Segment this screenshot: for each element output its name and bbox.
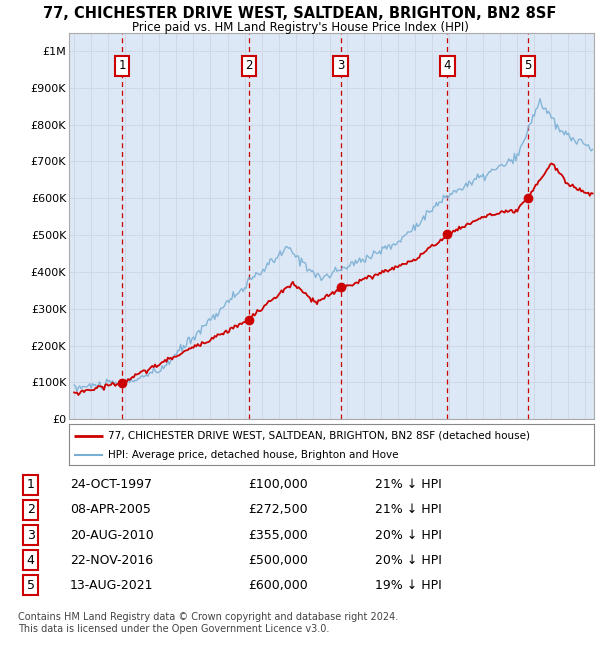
Text: 20% ↓ HPI: 20% ↓ HPI [375, 554, 442, 567]
Text: 5: 5 [26, 579, 35, 592]
Text: £355,000: £355,000 [248, 528, 308, 541]
Text: 22-NOV-2016: 22-NOV-2016 [70, 554, 153, 567]
Text: £272,500: £272,500 [248, 503, 308, 516]
Text: HPI: Average price, detached house, Brighton and Hove: HPI: Average price, detached house, Brig… [109, 450, 399, 460]
Text: 77, CHICHESTER DRIVE WEST, SALTDEAN, BRIGHTON, BN2 8SF: 77, CHICHESTER DRIVE WEST, SALTDEAN, BRI… [43, 6, 557, 21]
Text: 3: 3 [337, 59, 344, 72]
Text: 77, CHICHESTER DRIVE WEST, SALTDEAN, BRIGHTON, BN2 8SF (detached house): 77, CHICHESTER DRIVE WEST, SALTDEAN, BRI… [109, 431, 530, 441]
Text: 2: 2 [27, 503, 35, 516]
Text: 21% ↓ HPI: 21% ↓ HPI [375, 478, 442, 491]
Text: 3: 3 [27, 528, 35, 541]
Text: 20-AUG-2010: 20-AUG-2010 [70, 528, 154, 541]
Text: 13-AUG-2021: 13-AUG-2021 [70, 579, 154, 592]
Text: £500,000: £500,000 [248, 554, 308, 567]
Text: 5: 5 [524, 59, 532, 72]
Text: Contains HM Land Registry data © Crown copyright and database right 2024.: Contains HM Land Registry data © Crown c… [18, 612, 398, 622]
Text: 1: 1 [118, 59, 126, 72]
Text: 08-APR-2005: 08-APR-2005 [70, 503, 151, 516]
Text: 21% ↓ HPI: 21% ↓ HPI [375, 503, 442, 516]
Text: 24-OCT-1997: 24-OCT-1997 [70, 478, 152, 491]
Text: This data is licensed under the Open Government Licence v3.0.: This data is licensed under the Open Gov… [18, 624, 329, 634]
Text: 20% ↓ HPI: 20% ↓ HPI [375, 528, 442, 541]
Text: £600,000: £600,000 [248, 579, 308, 592]
Text: 2: 2 [245, 59, 253, 72]
Text: Price paid vs. HM Land Registry's House Price Index (HPI): Price paid vs. HM Land Registry's House … [131, 21, 469, 34]
Text: £100,000: £100,000 [248, 478, 308, 491]
Text: 4: 4 [443, 59, 451, 72]
Text: 4: 4 [27, 554, 35, 567]
Text: 1: 1 [27, 478, 35, 491]
Text: 19% ↓ HPI: 19% ↓ HPI [375, 579, 442, 592]
